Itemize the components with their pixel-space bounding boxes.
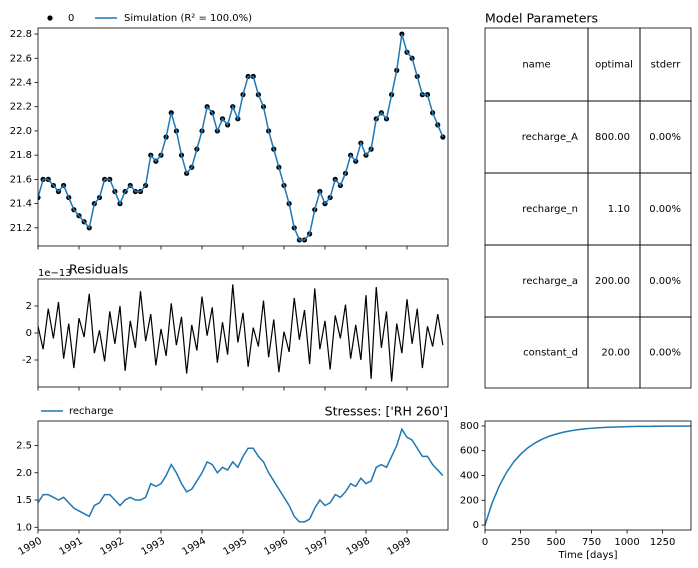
y-tick-label: 21.4 (10, 199, 32, 210)
y-tick-label: 600 (460, 446, 479, 457)
x-tick-label: 750 (582, 537, 601, 548)
table-cell-text: recharge_A (522, 132, 578, 143)
y-tick-label: 200 (460, 495, 479, 506)
x-tick-label: 1995 (221, 536, 249, 558)
y-tick-label: 2.5 (16, 441, 32, 452)
residuals-title: Residuals (69, 262, 128, 277)
legend-label: recharge (69, 406, 113, 417)
x-tick-label: 1990 (16, 536, 44, 558)
y-tick-label: 1.5 (16, 495, 32, 506)
y-tick-label: 2 (26, 301, 32, 312)
x-tick-label: 1250 (650, 537, 675, 548)
y-tick-label: 1.0 (16, 522, 32, 533)
x-tick-label: 1997 (303, 536, 331, 558)
table-cell-text: 0.00% (649, 132, 681, 143)
x-tick-label: 1991 (57, 536, 85, 558)
table-cell-text: 800.00 (595, 132, 630, 143)
x-tick-label: 1000 (614, 537, 639, 548)
axes-frame (484, 420, 692, 531)
x-tick-label: 1994 (180, 536, 208, 558)
y-tick-label: 2.0 (16, 468, 32, 479)
column-header: name (522, 60, 550, 71)
legend-label: Simulation (R² = 100.0%) (124, 13, 252, 24)
x-tick-label: 1992 (98, 536, 126, 558)
legend-label: 0 (68, 13, 74, 24)
column-header: optimal (595, 60, 633, 71)
y-tick-label: 0 (473, 520, 479, 531)
table-cell-text: recharge_a (522, 276, 578, 287)
y-tick-label: 400 (460, 471, 479, 482)
table-cell (639, 316, 692, 389)
y-tick-label: 22.4 (10, 78, 32, 89)
table-cell-text: 20.00 (601, 348, 630, 359)
plot-area (38, 31, 446, 243)
table-title: Model Parameters (485, 11, 598, 26)
y-tick-label: 22.2 (10, 102, 32, 113)
x-tick-label: 1996 (262, 536, 290, 558)
y-tick-label: 22.8 (10, 29, 32, 40)
y-tick-label: 21.2 (10, 223, 32, 234)
table-cell-text: 0.00% (649, 348, 681, 359)
series-line (38, 33, 444, 241)
plot-area (38, 284, 444, 382)
x-tick-label: 1998 (344, 536, 372, 558)
column-header: stderr (651, 60, 682, 71)
x-tick-label: 1999 (385, 536, 413, 558)
table-cell-text: recharge_n (522, 204, 578, 215)
x-tick-label: 1993 (139, 536, 167, 558)
x-tick-label: 0 (482, 537, 488, 548)
y-tick-label: 22.0 (10, 126, 32, 137)
axes-frame (37, 420, 449, 531)
y-tick-label: -2 (22, 355, 32, 366)
y-tick-label: 22.6 (10, 53, 32, 64)
series-line (38, 427, 444, 523)
table-cell-text: 0.00% (649, 204, 681, 215)
plot-area (485, 425, 691, 526)
table-cell-text: 1.10 (608, 204, 630, 215)
series-line (38, 284, 444, 382)
offset-label: 1e−13 (38, 268, 72, 279)
legend-marker (47, 15, 53, 21)
table-cell-text: constant_d (523, 348, 578, 359)
x-tick-label: 250 (511, 537, 530, 548)
x-tick-label: 500 (546, 537, 565, 548)
series-line (485, 425, 691, 526)
axes-frame (37, 27, 449, 247)
y-tick-label: 21.6 (10, 174, 32, 185)
plot-area (38, 427, 444, 523)
y-tick-label: 0 (26, 328, 32, 339)
y-tick-label: 800 (460, 421, 479, 432)
y-tick-label: 21.8 (10, 150, 32, 161)
x-axis-label: Time [days] (557, 550, 617, 561)
table-cell-text: 200.00 (595, 276, 630, 287)
stress-title: Stresses: ['RH 260'] (325, 404, 448, 419)
table-cell-text: 0.00% (649, 276, 681, 287)
